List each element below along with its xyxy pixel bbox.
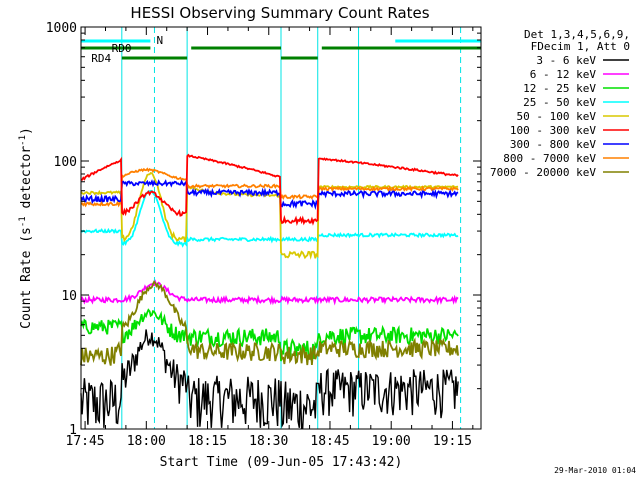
timestamp: 29-Mar-2010 01:04 [554, 466, 636, 475]
legend-title: Det 1,3,4,5,6,9, [524, 28, 630, 41]
x-tick-label: 19:15 [433, 434, 472, 449]
legend-entry-label: 100 - 300 keV [510, 124, 596, 137]
series-line-8 [80, 153, 459, 226]
series-line-2 [80, 308, 459, 362]
x-axis-label: Start Time (09-Jun-05 17:43:42) [160, 455, 403, 470]
x-tick-label: 18:30 [249, 434, 288, 449]
plot-frame [80, 26, 482, 430]
legend-entry-label: 12 - 25 keV [523, 82, 596, 95]
segment-label: RD4 [91, 52, 111, 65]
chart-title: HESSI Observing Summary Count Rates [130, 4, 429, 22]
x-tick-label: 18:15 [188, 434, 227, 449]
segment-label: RD0 [112, 42, 132, 55]
series-line-7 [80, 179, 459, 210]
x-tick-label: 19:00 [372, 434, 411, 449]
series-line-3 [80, 280, 459, 366]
legend-entry-label: 300 - 800 keV [510, 138, 596, 151]
legend-entry-label: 25 - 50 keV [523, 96, 596, 109]
y-tick-label: 100 [54, 155, 77, 170]
x-axis: 17:45 18:00 18:15 18:30 18:45 19:00 19:15 [66, 27, 474, 449]
series-line-0 [80, 329, 459, 429]
legend-entry-label: 6 - 12 keV [530, 68, 597, 81]
y-axis: 1 10 100 1000 [46, 21, 481, 438]
y-tick-label: 10 [61, 289, 77, 304]
series-line-4 [80, 189, 459, 248]
legend-entry-label: 50 - 100 keV [517, 110, 597, 123]
legend-entry-label: 7000 - 20000 keV [490, 166, 596, 179]
legend-entry-label: 3 - 6 keV [536, 54, 596, 67]
y-tick-label: 1 [69, 423, 77, 438]
legend: Det 1,3,4,5,6,9,FDecim 1, Att 03 - 6 keV… [490, 28, 630, 179]
segment-label: N [157, 34, 164, 47]
y-tick-label: 1000 [46, 21, 77, 36]
y-axis-label: Count Rate (s-1 detector-1) [18, 127, 34, 329]
x-tick-label: 18:00 [127, 434, 166, 449]
x-tick-label: 17:45 [66, 434, 105, 449]
series-line-6 [80, 167, 459, 208]
legend-entry-label: 800 - 7000 keV [503, 152, 596, 165]
x-tick-label: 18:45 [310, 434, 349, 449]
series-line-1 [80, 279, 459, 306]
legend-title: FDecim 1, Att 0 [531, 40, 630, 53]
